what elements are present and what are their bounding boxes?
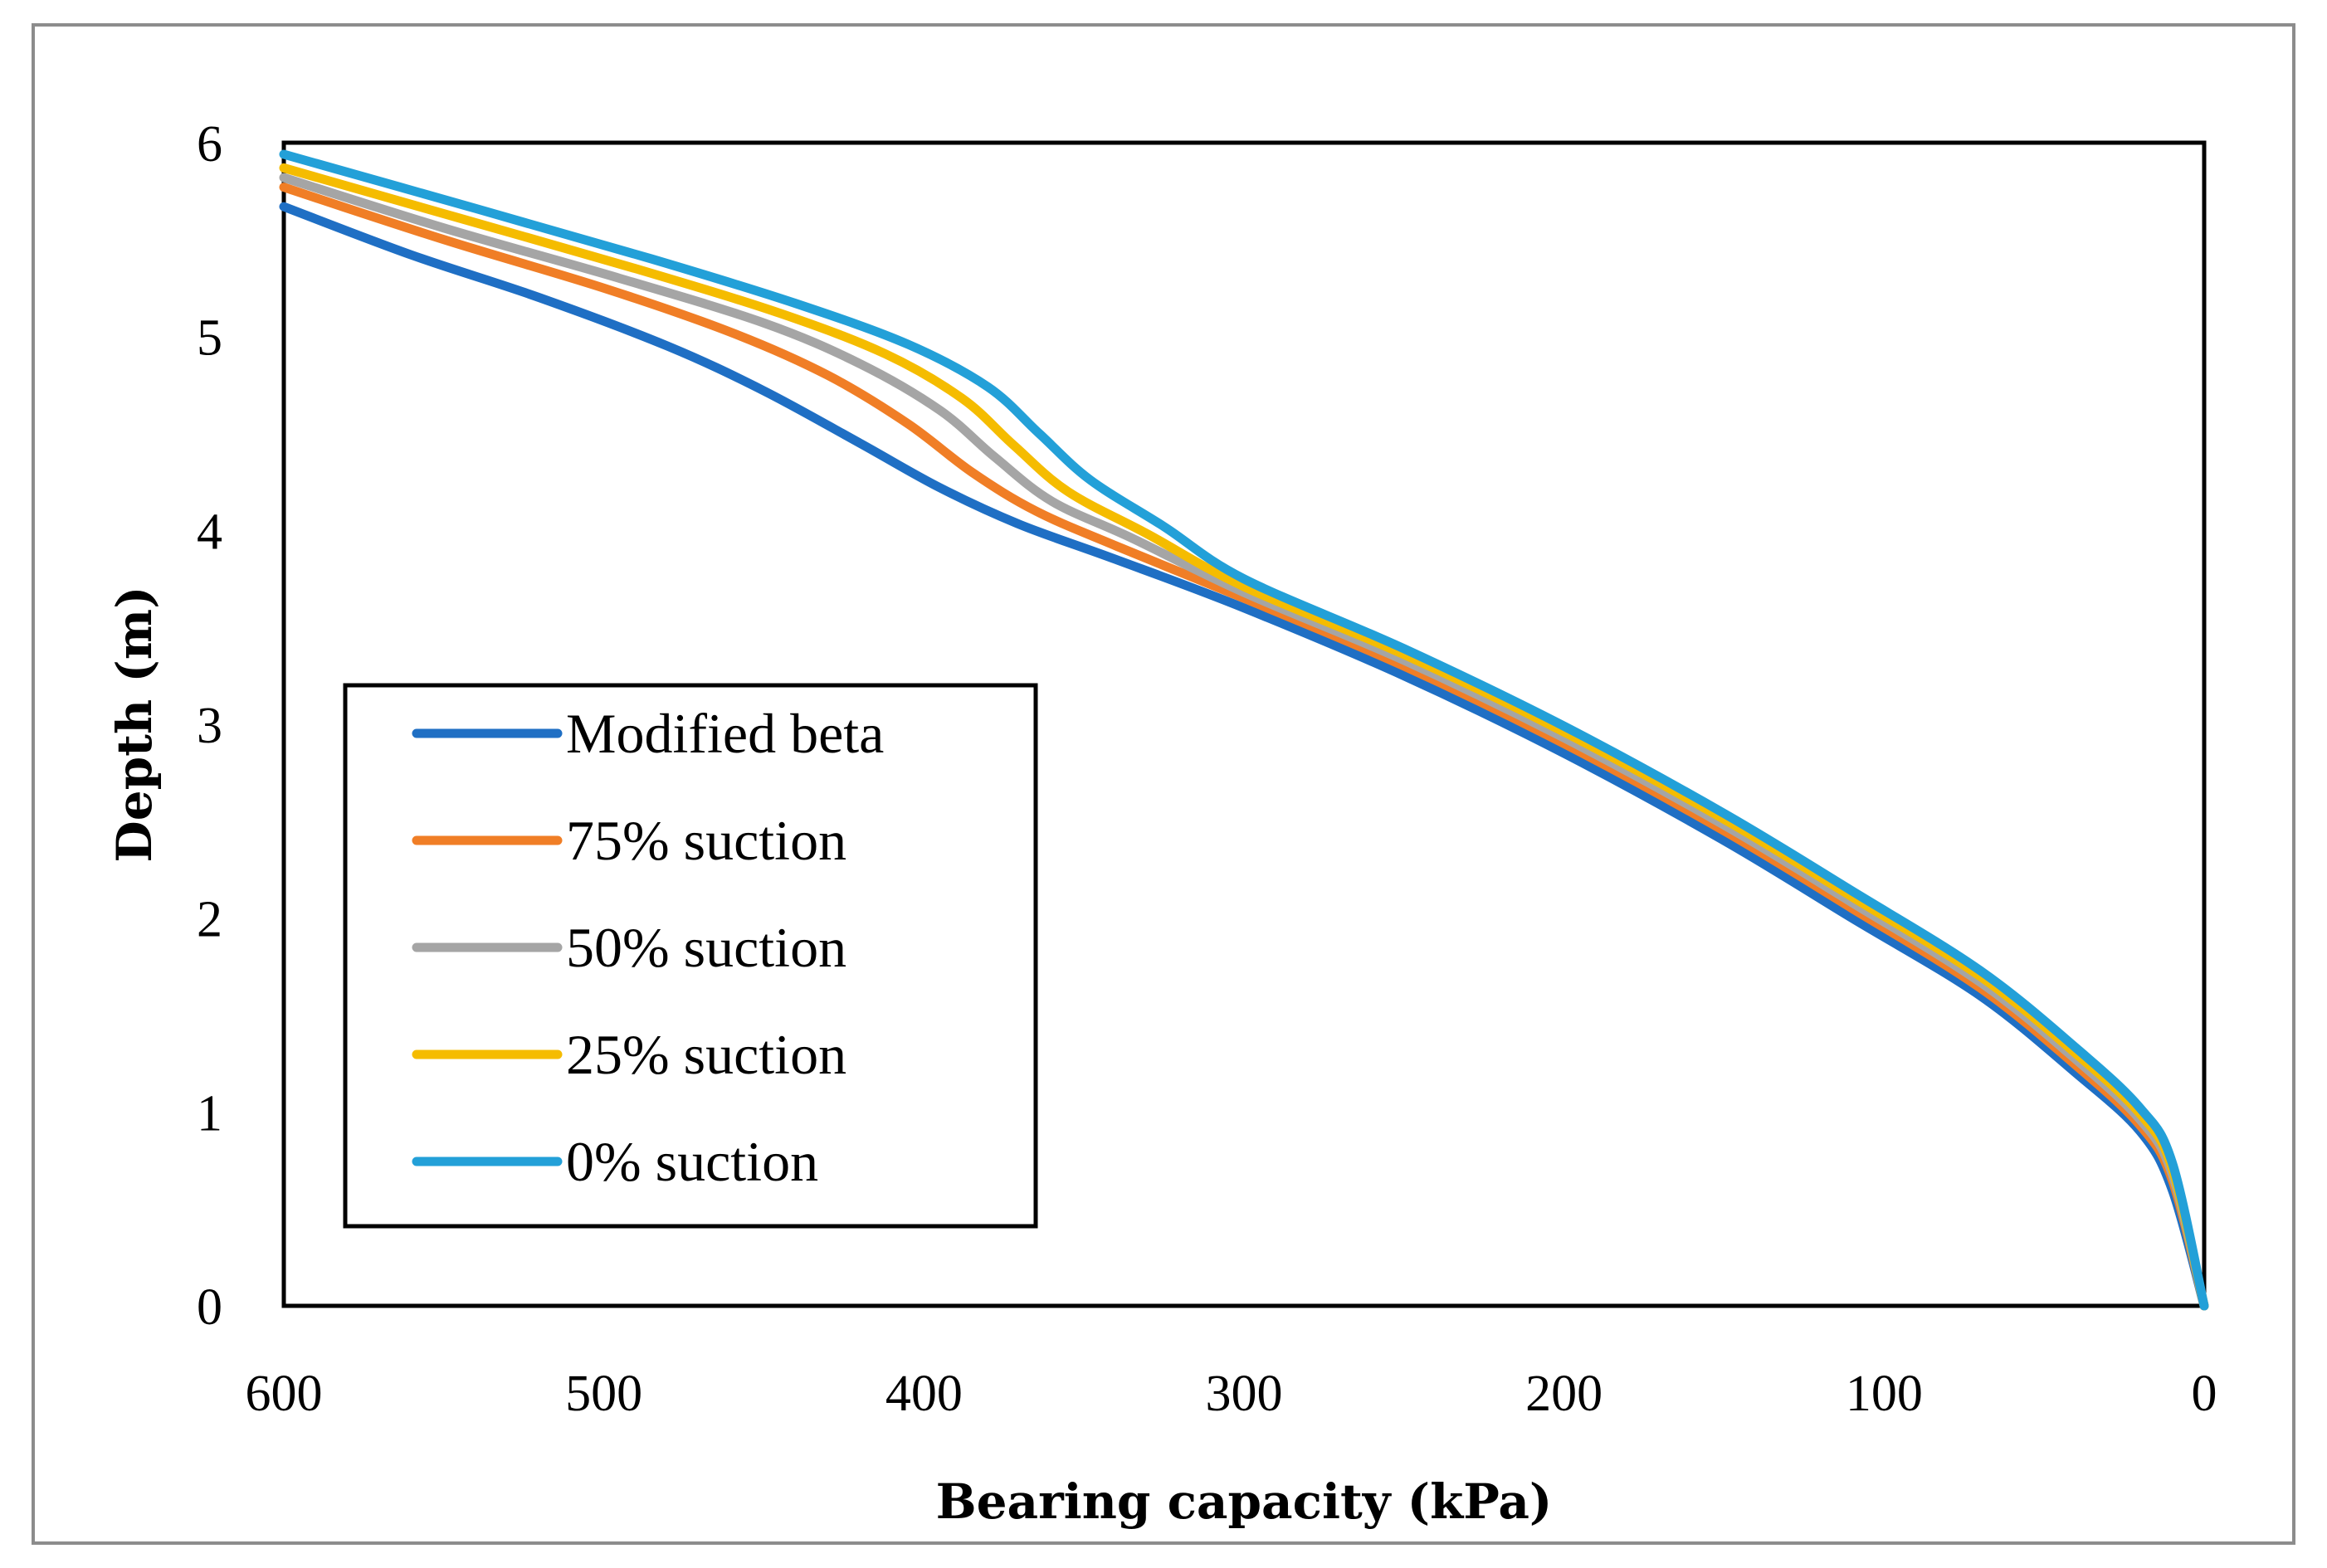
y-tick-label: 2 bbox=[197, 892, 222, 948]
x-tick-label: 200 bbox=[1525, 1366, 1603, 1422]
y-tick-label: 4 bbox=[197, 504, 222, 560]
y-tick-label: 5 bbox=[197, 310, 222, 367]
y-tick-label: 1 bbox=[197, 1085, 222, 1142]
x-tick-label: 0 bbox=[2192, 1366, 2217, 1422]
x-tick-label: 100 bbox=[1846, 1366, 1923, 1422]
legend-items: Modified beta 75% suction 50% suction 25% s… bbox=[412, 702, 884, 1193]
series-layer bbox=[279, 149, 2209, 1311]
legend-label: 25% suction bbox=[566, 1023, 846, 1086]
x-axis-title: Bearing capacity (kPa) bbox=[936, 1473, 1553, 1530]
y-tick-label: 6 bbox=[197, 116, 222, 173]
legend-label: 50% suction bbox=[566, 916, 846, 979]
y-tick-label: 3 bbox=[197, 698, 222, 754]
legend-label: Modified beta bbox=[566, 702, 884, 765]
legend-box bbox=[343, 683, 1038, 1229]
x-tick-label: 400 bbox=[885, 1366, 963, 1422]
x-tick-label: 600 bbox=[246, 1366, 323, 1422]
legend-label: 0% suction bbox=[566, 1130, 818, 1193]
x-tick-label: 300 bbox=[1206, 1366, 1283, 1422]
legend-label: 75% suction bbox=[566, 809, 846, 872]
x-tick-labels: 600 500 400 300 200 100 0 bbox=[246, 1366, 2217, 1422]
y-tick-labels: 0 1 2 3 4 5 6 bbox=[197, 116, 222, 1336]
series-line-0-suction bbox=[279, 149, 2209, 1311]
x-tick-label: 500 bbox=[565, 1366, 642, 1422]
y-tick-label: 0 bbox=[197, 1279, 222, 1336]
series-line-modified-beta bbox=[279, 202, 2209, 1311]
legend: Modified beta 75% suction 50% suction 25% s… bbox=[343, 683, 1038, 1229]
y-axis-title: Depth (m) bbox=[106, 586, 163, 862]
